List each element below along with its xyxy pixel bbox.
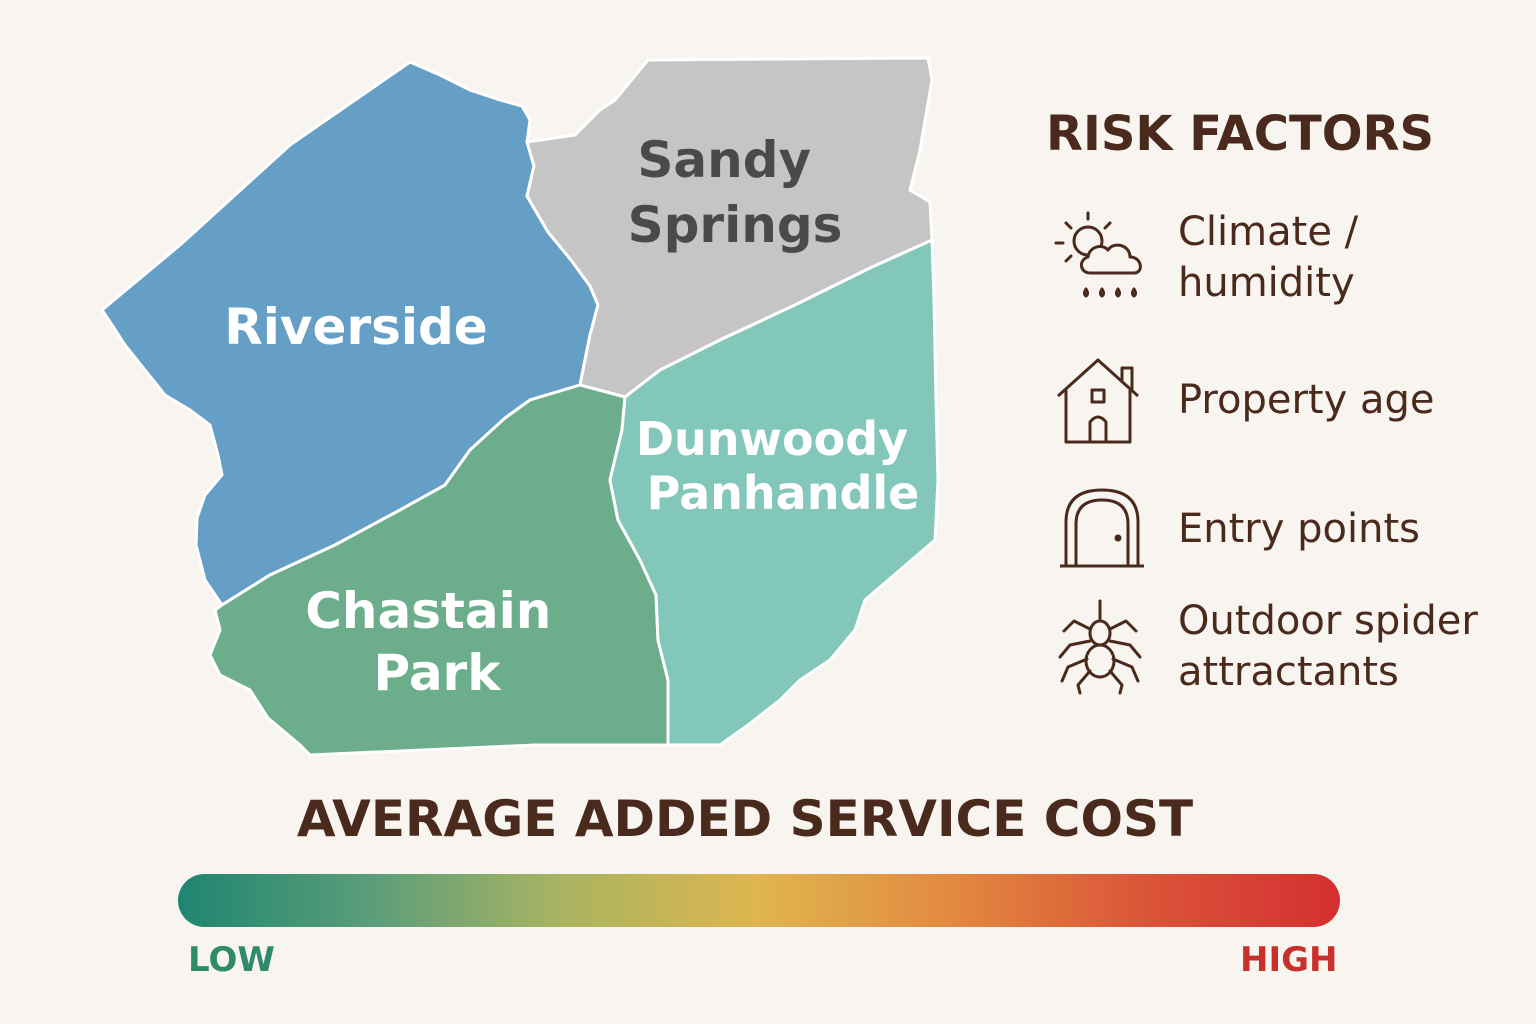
region-dunwoody-panhandle[interactable]: [608, 237, 940, 747]
district-map: Riverside Sandy Springs Chastain Park Du…: [100, 56, 940, 757]
risk-factor-entry-points: Entry points: [1050, 486, 1518, 572]
scale-high-label: HIGH: [1240, 940, 1338, 980]
risk-factor-property-age: Property age: [1050, 352, 1518, 448]
weather-icon: [1054, 211, 1142, 298]
door-icon: [1060, 488, 1144, 568]
risk-factor-spiders: Outdoor spider attractants: [1050, 596, 1518, 698]
house-icon: [1056, 358, 1140, 444]
climate-label: Climate / humidity: [1178, 209, 1359, 306]
risk-factor-climate: Climate / humidity: [1050, 205, 1518, 311]
chastain-park-label: Chastain Park: [305, 582, 569, 702]
spider-icon: [1058, 599, 1142, 695]
cost-scale-title: AVERAGE ADDED SERVICE COST: [296, 790, 1194, 848]
cost-gradient-bar: [178, 874, 1340, 927]
property-age-label: Property age: [1178, 376, 1435, 423]
dunwoody-panhandle-label: Dunwoody Panhandle: [636, 412, 924, 520]
risk-factors-title: RISK FACTORS: [1046, 106, 1435, 162]
riverside-label: Riverside: [224, 298, 487, 356]
scale-low-label: LOW: [188, 940, 275, 980]
sandy-springs-label: Sandy Springs: [628, 131, 843, 254]
entry-points-label: Entry points: [1178, 505, 1420, 552]
spider-label: Outdoor spider attractants: [1178, 598, 1478, 695]
